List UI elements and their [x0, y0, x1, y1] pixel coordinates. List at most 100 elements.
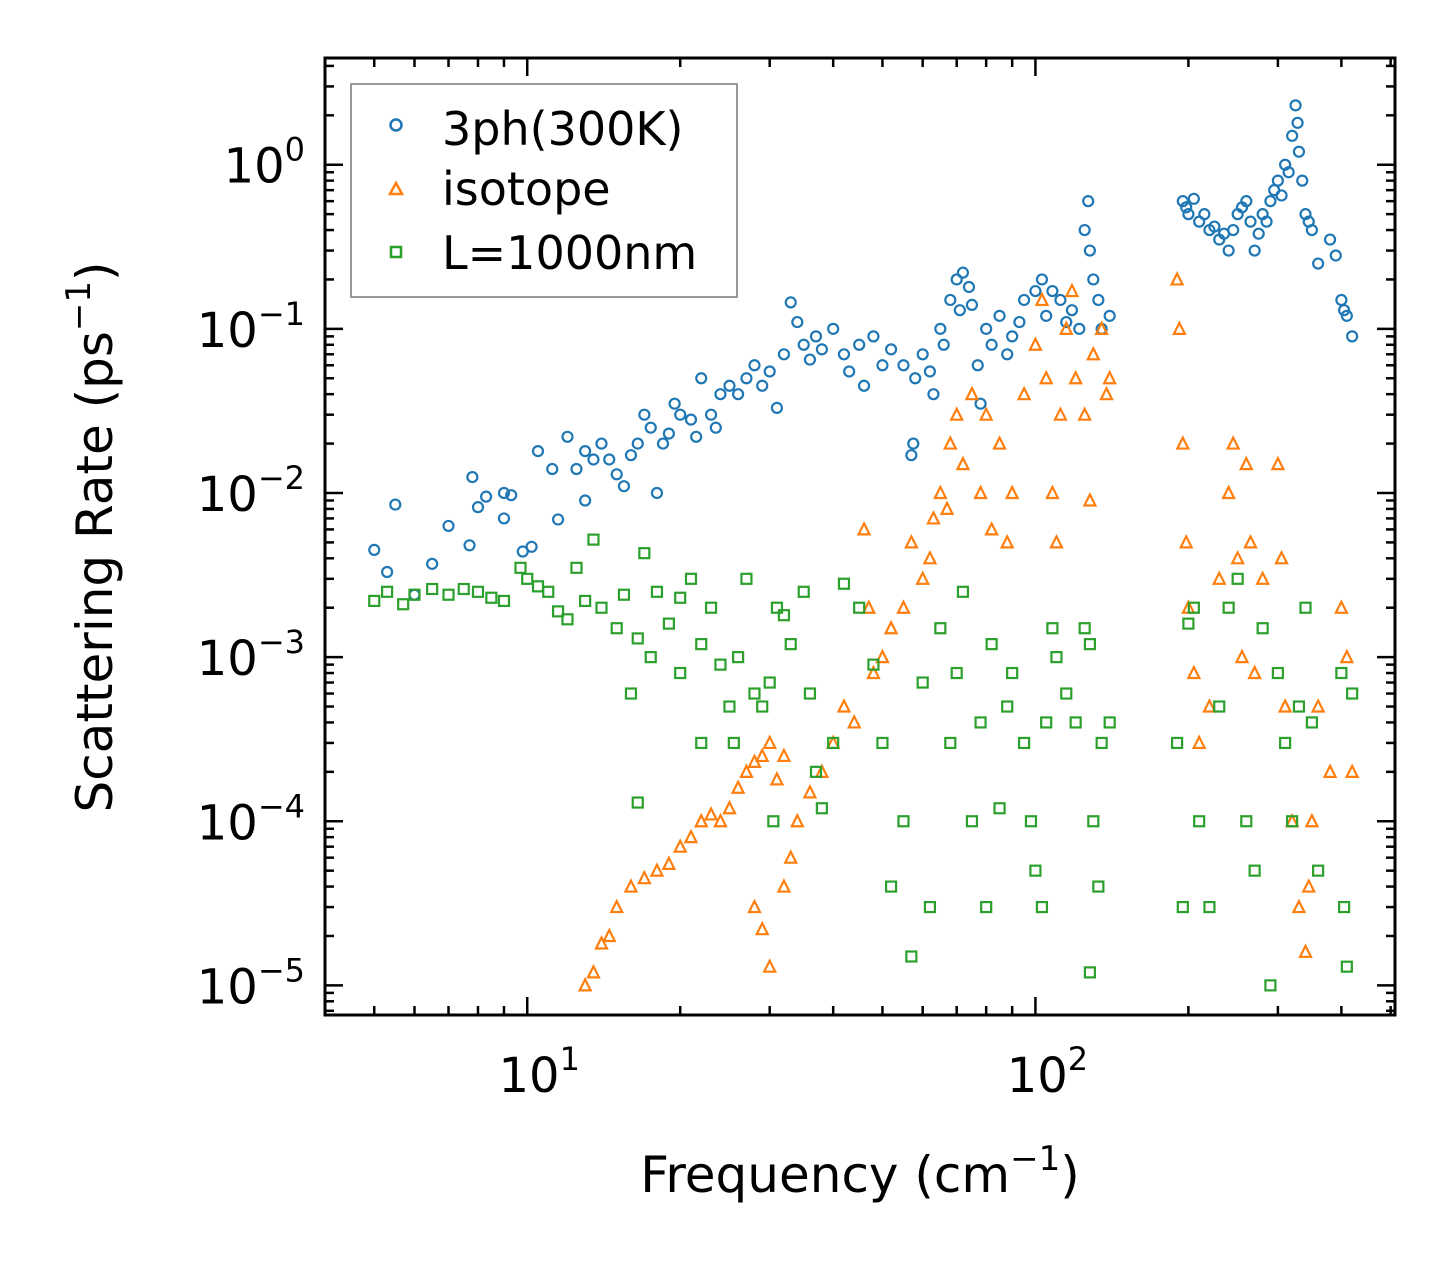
data-point-circle: [579, 444, 592, 458]
data-point-square: [1069, 716, 1082, 729]
data-point-triangle: [1344, 763, 1360, 778]
data-point-circle: [962, 280, 976, 294]
data-point-triangle: [1038, 369, 1054, 385]
data-point-triangle: [1077, 406, 1092, 421]
data-point-circle: [656, 437, 670, 450]
data-point-triangle: [783, 849, 799, 864]
data-point-triangle: [1028, 336, 1043, 351]
data-point-circle: [934, 322, 947, 335]
data-point-square: [897, 815, 910, 828]
data-point-square: [1203, 900, 1216, 914]
data-point-triangle: [964, 385, 980, 401]
data-point-triangle: [1034, 291, 1050, 307]
data-point-triangle: [672, 838, 688, 853]
data-point-square: [408, 588, 421, 601]
data-point-circle: [1208, 220, 1221, 233]
data-point-square: [587, 533, 600, 546]
data-point-square: [551, 605, 565, 618]
data-point-square: [695, 736, 708, 750]
data-point-triangle: [1099, 385, 1114, 401]
data-point-circle: [867, 330, 880, 343]
data-point-triangle: [1301, 878, 1317, 893]
data-point-circle: [950, 273, 963, 286]
data-point-triangle: [776, 878, 792, 893]
data-point-square: [884, 880, 898, 893]
data-point-triangle: [1221, 484, 1236, 500]
data-point-square: [644, 651, 657, 664]
data-point-triangle: [1082, 492, 1098, 507]
data-point-square: [993, 802, 1006, 815]
data-point-circle: [368, 543, 381, 557]
data-point-circle: [884, 343, 898, 356]
data-point-triangle: [896, 599, 911, 614]
data-point-circle: [471, 501, 485, 514]
data-point-circle: [797, 338, 810, 351]
data-point-triangle: [926, 509, 941, 525]
data-point-square: [965, 815, 979, 828]
data-point-circle: [1054, 293, 1067, 307]
data-point-square: [561, 613, 574, 626]
data-point-triangle: [1102, 369, 1117, 385]
data-point-square: [727, 736, 740, 750]
data-point-circle: [551, 513, 565, 526]
data-point-square: [916, 676, 929, 689]
data-point-circle: [980, 322, 993, 335]
legend-label-l1000nm: L=1000nm: [442, 226, 697, 280]
data-point-triangle: [762, 734, 777, 750]
data-point-circle: [579, 494, 592, 507]
series-1: [577, 270, 1360, 992]
data-point-square: [809, 765, 823, 778]
data-point-square: [631, 796, 644, 809]
data-point-square: [714, 658, 727, 671]
data-point-triangle: [776, 747, 792, 763]
data-point-circle: [466, 470, 479, 484]
data-point-circle: [1338, 304, 1351, 317]
y-tick-label: 100: [224, 131, 305, 195]
data-point-triangle: [1274, 549, 1289, 565]
data-point-circle: [561, 430, 574, 443]
data-point-square: [956, 585, 970, 598]
data-point-circle: [1082, 195, 1095, 208]
legend-marker-isotope: [387, 180, 405, 196]
y-tick-label: 10−1: [197, 295, 305, 359]
data-point-triangle: [1068, 369, 1083, 385]
data-point-circle: [546, 462, 559, 476]
data-point-circle: [1260, 215, 1273, 228]
data-point-triangle: [1255, 570, 1270, 585]
data-point-square: [1256, 622, 1269, 635]
data-point-square: [1286, 815, 1299, 828]
data-point-circle: [704, 408, 718, 421]
data-point-square: [1001, 700, 1014, 713]
data-point-circle: [905, 449, 918, 462]
data-point-triangle: [846, 713, 862, 729]
data-point-circle: [916, 348, 929, 361]
data-point-circle: [1271, 174, 1284, 187]
data-point-square: [1193, 815, 1206, 828]
data-point-square: [1170, 736, 1184, 750]
data-point-triangle: [1234, 648, 1250, 664]
data-point-circle: [714, 388, 727, 401]
data-point-triangle: [1322, 763, 1338, 778]
legend-label-isotope: isotope: [442, 162, 611, 216]
data-point-square: [426, 582, 439, 596]
data-point-circle: [763, 365, 776, 378]
y-tick-label: 10−5: [197, 951, 305, 1015]
data-point-triangle: [722, 799, 737, 815]
data-point-triangle: [1202, 698, 1217, 713]
data-point-circle: [1035, 273, 1049, 286]
data-point-square: [684, 572, 698, 585]
data-point-triangle: [1058, 320, 1074, 335]
data-point-square: [1213, 700, 1226, 713]
data-point-square: [1006, 666, 1019, 680]
data-point-circle: [770, 401, 784, 414]
data-point-triangle: [730, 779, 746, 794]
data-point-triangle: [623, 878, 639, 893]
data-point-circle: [985, 338, 998, 351]
data-point-square: [777, 609, 791, 622]
data-point-circle: [1073, 322, 1086, 335]
series-0: [368, 99, 1359, 601]
data-point-circle: [923, 365, 937, 378]
data-point-circle: [857, 379, 871, 392]
data-point-circle: [1065, 304, 1079, 317]
legend-box: [350, 83, 738, 298]
